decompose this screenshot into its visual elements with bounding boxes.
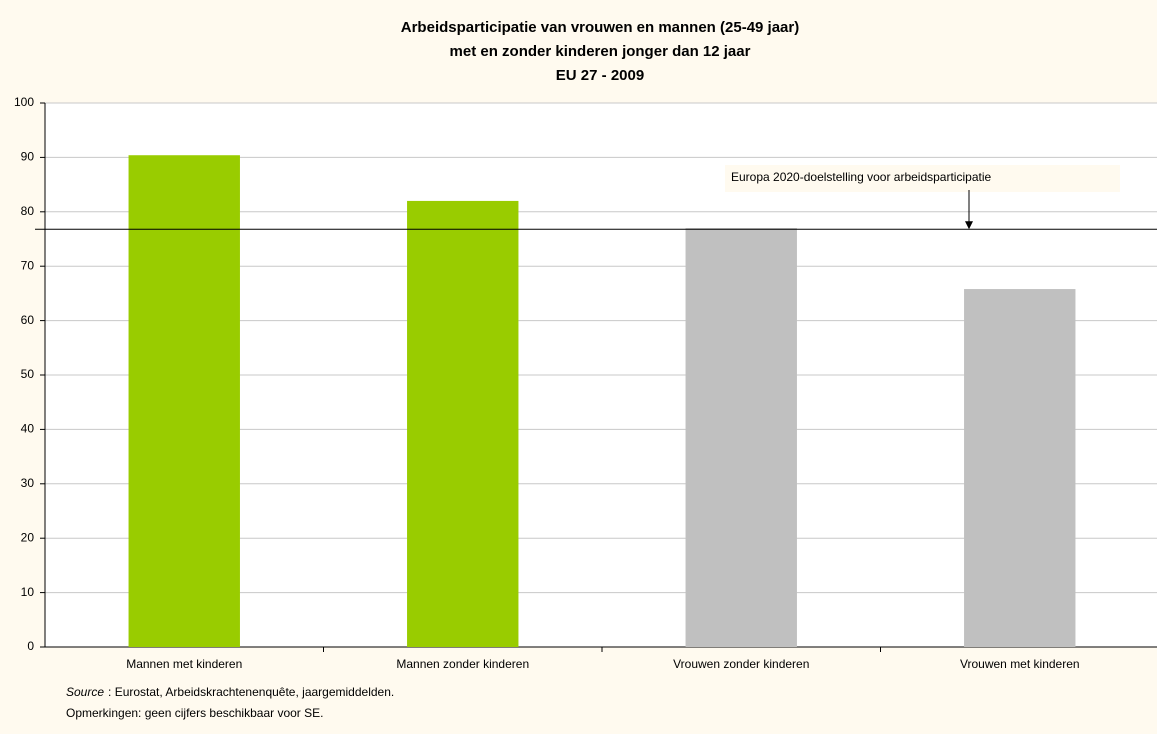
y-tick-label: 90 xyxy=(21,150,35,164)
notes: Opmerkingen: geen cijfers beschikbaar vo… xyxy=(66,706,323,720)
y-tick-label: 40 xyxy=(21,422,35,436)
y-tick-label: 0 xyxy=(27,639,34,653)
source-text: : Eurostat, Arbeidskrachtenenquête, jaar… xyxy=(108,685,394,699)
chart-title: Arbeidsparticipatie van vrouwen en manne… xyxy=(401,19,799,36)
chart-title: met en zonder kinderen jonger dan 12 jaa… xyxy=(450,43,751,60)
x-tick-label: Mannen met kinderen xyxy=(126,657,242,671)
y-tick-label: 50 xyxy=(21,367,35,381)
bar xyxy=(128,155,240,647)
bar xyxy=(407,200,519,648)
arrow-head xyxy=(965,221,973,230)
source-label: Source xyxy=(66,685,104,699)
annotation-box xyxy=(725,165,1120,192)
y-tick-label: 30 xyxy=(21,476,35,490)
y-tick-label: 10 xyxy=(21,585,35,599)
x-tick-label: Vrouwen zonder kinderen xyxy=(673,657,809,671)
annotation: Europa 2020-doelstelling voor arbeidspar… xyxy=(731,170,991,184)
chart-title: EU 27 - 2009 xyxy=(556,67,644,84)
y-tick-label: 70 xyxy=(21,258,35,272)
y-tick-label: 80 xyxy=(21,204,35,218)
x-tick-label: Vrouwen met kinderen xyxy=(960,657,1080,671)
y-tick-label: 60 xyxy=(21,313,35,327)
source: Source : Eurostat, Arbeidskrachtenenquête… xyxy=(66,685,394,699)
x-tick-label: Mannen zonder kinderen xyxy=(396,657,529,671)
bar xyxy=(964,289,1076,647)
y-tick-label: 100 xyxy=(14,95,34,109)
y-tick-label: 20 xyxy=(21,530,35,544)
bar xyxy=(685,228,797,647)
